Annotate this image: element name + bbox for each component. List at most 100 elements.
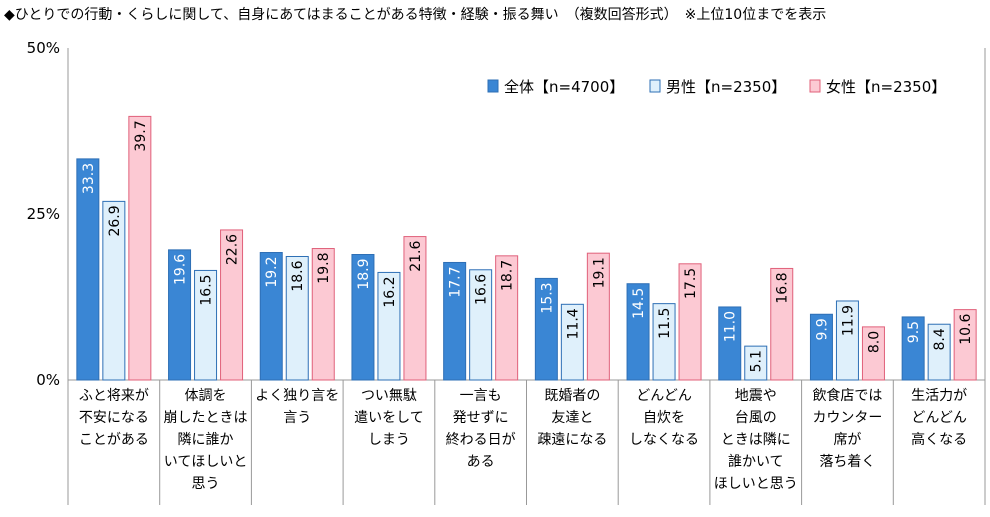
x-category-label: 体調を <box>185 388 227 404</box>
bar-value-label: 15.3 <box>539 282 555 313</box>
bar-series-2 <box>469 269 493 381</box>
bar-series-3 <box>678 263 702 381</box>
x-category-label: しなくなる <box>629 432 699 448</box>
x-category-label: 高くなる <box>911 431 967 448</box>
legend-swatch <box>649 79 661 93</box>
bar-series-2 <box>744 345 768 381</box>
bar-value-label: 18.7 <box>500 260 516 291</box>
x-category-label: 台風の <box>735 410 777 426</box>
x-category-label: 飲食店では <box>812 387 882 404</box>
x-category-label: 落ち着く <box>819 454 875 470</box>
bar-value-label: 16.8 <box>775 272 791 303</box>
x-category-label: つい無駄 <box>361 388 417 404</box>
bar-value-label: 9.5 <box>906 321 922 343</box>
bar-series-2 <box>285 255 309 381</box>
bar-value-label: 19.6 <box>173 254 189 285</box>
x-category-label: 地震や <box>735 388 777 404</box>
bar-series-1 <box>809 313 833 381</box>
bar-value-label: 21.6 <box>408 240 424 271</box>
bar-value-label: 16.2 <box>382 276 398 307</box>
x-category-label: 一言も <box>460 388 502 404</box>
bar-value-label: 16.5 <box>199 274 215 305</box>
x-category-label: ある <box>467 454 495 470</box>
bar-value-label: 18.6 <box>290 260 306 291</box>
bar-value-label: 19.1 <box>591 257 607 288</box>
bar-series-3 <box>586 252 610 381</box>
x-category-label: ほしいと思う <box>714 476 798 492</box>
bar-series-1 <box>351 254 375 381</box>
bar-series-3 <box>403 236 427 381</box>
bar-value-label: 17.5 <box>683 268 699 299</box>
bar-value-label: 8.0 <box>866 331 882 353</box>
bar-value-label: 39.7 <box>133 120 149 151</box>
bar-series-1 <box>901 316 925 381</box>
x-category-label: 友達と <box>551 410 593 426</box>
x-category-label: 疎遠になる <box>537 432 607 448</box>
bar-value-label: 16.6 <box>474 274 490 305</box>
bar-series-1 <box>626 283 650 381</box>
x-category-label: 自炊を <box>643 410 685 426</box>
bar-value-label: 33.3 <box>81 163 97 194</box>
bar-value-label: 26.9 <box>107 205 123 236</box>
x-category-label: しまう <box>368 432 410 448</box>
bar-series-1 <box>534 277 558 381</box>
bar-series-1 <box>443 261 467 381</box>
x-category-label: ときは隣に <box>721 432 791 448</box>
bar-series-2 <box>377 271 401 381</box>
x-category-label: 遣いをして <box>354 410 424 426</box>
x-category-label: ことがある <box>79 432 149 448</box>
bar-series-2 <box>560 303 584 381</box>
bar-series-3 <box>770 267 794 381</box>
bar-series-3 <box>128 115 152 381</box>
x-category-label: よく独り言を <box>255 388 339 404</box>
bar-value-label: 8.4 <box>932 328 948 350</box>
legend-swatch <box>809 79 821 93</box>
legend-swatch <box>487 79 499 93</box>
x-category-label: 隣に誰か <box>178 432 234 448</box>
x-category-label: 生活力が <box>911 388 967 404</box>
bar-value-label: 11.4 <box>565 308 581 339</box>
x-category-label: ふと将来が <box>79 388 149 404</box>
bar-series-2 <box>194 269 218 381</box>
bar-series-3 <box>311 248 335 381</box>
bar-series-2 <box>102 200 126 381</box>
bar-value-label: 22.6 <box>225 234 241 265</box>
bar-series-1 <box>76 158 100 381</box>
y-tick-label: 0% <box>36 371 60 389</box>
x-category-label: 席が <box>833 432 861 448</box>
x-category-label: 不安になる <box>79 410 149 426</box>
bar-value-label: 19.2 <box>264 257 280 288</box>
bar-series-2 <box>835 300 859 381</box>
bar-value-label: 19.8 <box>316 253 332 284</box>
x-category-label: 言う <box>283 410 311 426</box>
x-category-label: どんどん <box>911 410 967 426</box>
y-tick-label: 50% <box>27 39 60 57</box>
bar-series-2 <box>652 303 676 381</box>
x-category-label: 発せずに <box>453 410 509 426</box>
bar-series-1 <box>259 252 283 381</box>
bar-value-label: 10.6 <box>958 314 974 345</box>
legend-label: 女性【n=2350】 <box>826 78 946 96</box>
bar-value-label: 18.9 <box>356 259 372 290</box>
y-tick-label: 25% <box>27 205 60 223</box>
bar-value-label: 11.5 <box>657 308 673 339</box>
bar-series-1 <box>168 249 192 381</box>
x-category-label: どんどん <box>636 388 692 404</box>
bar-value-label: 17.7 <box>448 266 464 297</box>
bar-value-label: 5.1 <box>749 350 765 372</box>
bar-value-label: 14.5 <box>631 288 647 319</box>
legend-label: 全体【n=4700】 <box>504 78 624 96</box>
x-category-label: カウンター <box>812 410 882 426</box>
bar-series-3 <box>220 229 244 381</box>
bar-series-3 <box>953 309 977 381</box>
x-category-label: 思う <box>192 476 220 492</box>
bar-value-label: 11.9 <box>840 305 856 336</box>
bar-series-3 <box>495 255 519 381</box>
x-category-label: 誰かいて <box>728 454 784 470</box>
bar-value-label: 11.0 <box>723 311 739 342</box>
x-category-label: 既婚者の <box>544 388 600 404</box>
x-category-label: いてほしいと <box>164 454 248 470</box>
bar-series-2 <box>927 323 951 381</box>
bar-value-label: 9.9 <box>814 318 830 340</box>
